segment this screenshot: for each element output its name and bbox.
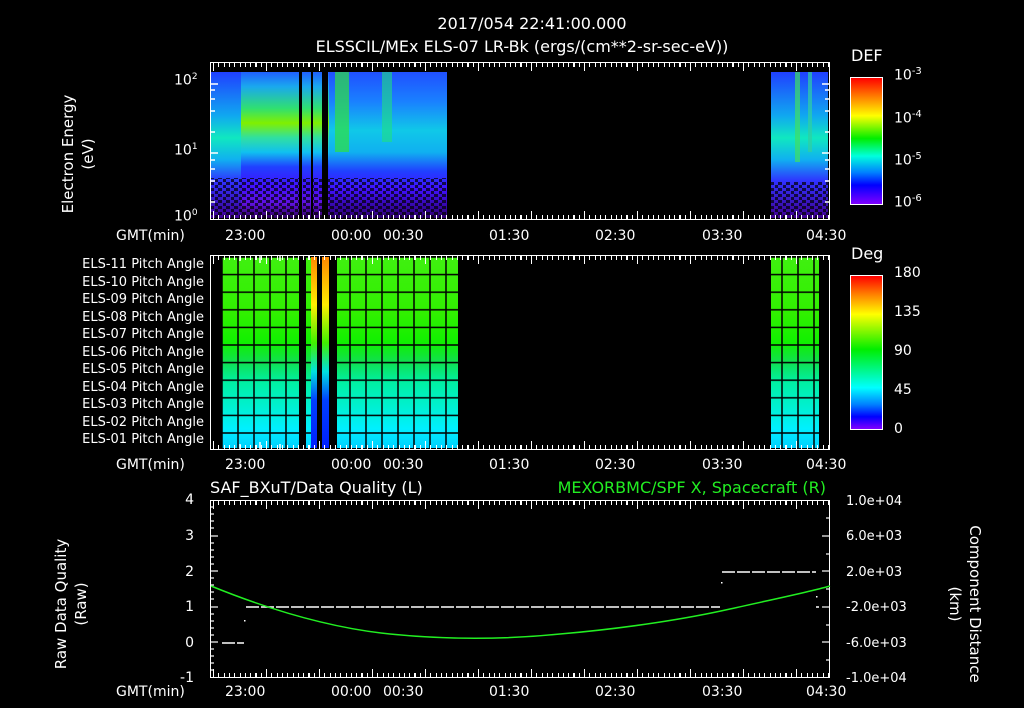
panel2-plot-area bbox=[210, 255, 830, 450]
colorbar2 bbox=[850, 275, 883, 430]
colorbar2-tick-135: 135 bbox=[894, 304, 921, 320]
panel1-spectrogram bbox=[210, 72, 830, 218]
row-label: ELS-08 Pitch Angle bbox=[82, 310, 204, 325]
colorbar2-title: Deg bbox=[851, 244, 884, 263]
colorbar1-tick-1e-5: 10-5 bbox=[894, 151, 922, 169]
panel1-ytick-10: 101 bbox=[174, 142, 198, 159]
panel2-pitch-grid bbox=[222, 255, 819, 450]
plot-timestamp: 2017/054 22:41:00.000 bbox=[437, 14, 627, 33]
row-label: ELS-01 Pitch Angle bbox=[82, 432, 204, 447]
panel3-plot-area bbox=[210, 500, 831, 678]
row-label: ELS-02 Pitch Angle bbox=[82, 415, 204, 430]
panel3-left-title: SAF_BXuT/Data Quality (L) bbox=[210, 478, 423, 497]
colorbar1 bbox=[850, 77, 883, 205]
plot-title: ELSSCIL/MEx ELS-07 LR-Bk (ergs/(cm**2-sr… bbox=[315, 37, 729, 56]
row-label: ELS-05 Pitch Angle bbox=[82, 362, 204, 377]
colorbar1-title: DEF bbox=[851, 46, 883, 65]
colorbar2-tick-90: 90 bbox=[894, 343, 912, 359]
row-label: ELS-11 Pitch Angle bbox=[82, 257, 204, 272]
panel3-lines bbox=[210, 506, 831, 671]
row-label: ELS-03 Pitch Angle bbox=[82, 397, 204, 412]
colorbar2-tick-45: 45 bbox=[894, 382, 912, 398]
panel1-ytick-100: 102 bbox=[174, 72, 198, 89]
row-label: ELS-10 Pitch Angle bbox=[82, 275, 204, 290]
panel3-right-ylabel: Component Distance (km) bbox=[946, 525, 984, 683]
panel3-right-title: MEXORBMC/SPF X, Spacecraft (R) bbox=[557, 478, 826, 497]
panel3-left-ylabel: Raw Data Quality (Raw) bbox=[52, 538, 90, 670]
colorbar1-tick-1e-6: 10-6 bbox=[894, 193, 922, 211]
colorbar1-tick-1e-4: 10-4 bbox=[894, 109, 922, 127]
row-label: ELS-09 Pitch Angle bbox=[82, 292, 204, 307]
colorbar2-tick-0: 0 bbox=[894, 421, 903, 437]
panel1-xlabel: GMT(min) bbox=[116, 228, 185, 244]
colorbar2-tick-180: 180 bbox=[894, 265, 921, 281]
row-label: ELS-06 Pitch Angle bbox=[82, 345, 204, 360]
row-label: ELS-04 Pitch Angle bbox=[82, 380, 204, 395]
panel3-xlabel: GMT(min) bbox=[116, 684, 185, 700]
colorbar1-tick-1e-3: 10-3 bbox=[894, 66, 922, 84]
panel1-plot-area bbox=[210, 62, 830, 220]
row-label: ELS-07 Pitch Angle bbox=[82, 327, 204, 342]
panel1-ytick-1: 100 bbox=[174, 208, 198, 225]
panel2-xlabel: GMT(min) bbox=[116, 457, 185, 473]
panel1-ylabel: Electron Energy (eV) bbox=[59, 94, 97, 214]
